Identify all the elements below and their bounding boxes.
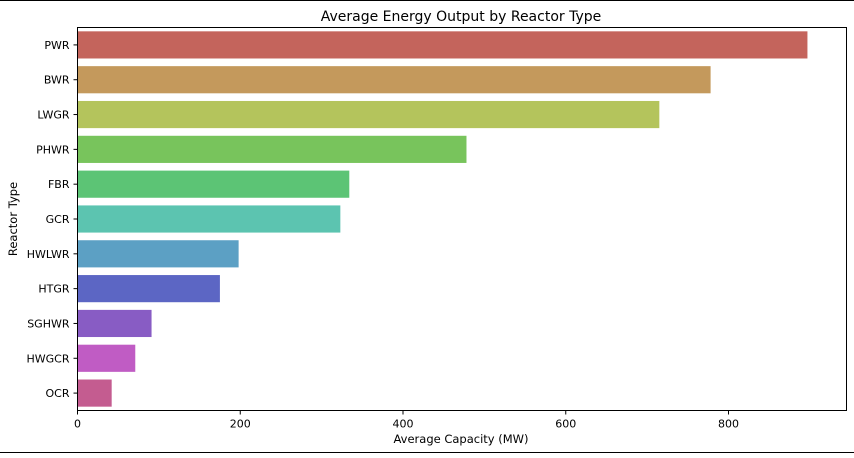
y-tick-label: BWR bbox=[44, 74, 70, 87]
x-tick-label: 0 bbox=[74, 418, 81, 431]
bar-bwr bbox=[77, 66, 711, 94]
y-tick-label: LWGR bbox=[37, 109, 70, 122]
x-tick-label: 600 bbox=[555, 418, 576, 431]
y-tick-label: HWLWR bbox=[27, 248, 70, 261]
y-tick-label: HWGCR bbox=[27, 352, 70, 365]
y-axis-label: Reactor Type bbox=[6, 182, 20, 256]
bar-lwgr bbox=[77, 100, 660, 129]
x-tick-label: 400 bbox=[393, 418, 414, 431]
plot-frame bbox=[77, 27, 847, 411]
bar-hwgcr bbox=[77, 344, 136, 372]
y-tick-label: PHWR bbox=[36, 143, 70, 156]
y-tick-label: OCR bbox=[46, 387, 70, 400]
y-tick-label: FBR bbox=[48, 178, 70, 191]
chart-title: Average Energy Output by Reactor Type bbox=[321, 9, 602, 25]
bar-gcr bbox=[77, 205, 341, 233]
bar-phwr bbox=[77, 135, 467, 163]
y-tick-label: GCR bbox=[46, 213, 70, 226]
bar-sghwr bbox=[77, 309, 152, 338]
x-tick-label: 800 bbox=[718, 418, 739, 431]
bar-ocr bbox=[77, 379, 112, 407]
y-tick-label: HTGR bbox=[38, 283, 70, 296]
bar-htgr bbox=[77, 275, 220, 303]
ticks-layer: PWR BWR LWGR PHWR FBR GCR HWLWR HTGR SGHWR HWGCR O… bbox=[27, 39, 740, 431]
y-tick-label: SGHWR bbox=[27, 317, 70, 330]
bar-pwr bbox=[77, 31, 808, 59]
bar-hwlwr bbox=[77, 240, 239, 268]
bar-fbr bbox=[77, 170, 350, 198]
bottom-border-line bbox=[0, 452, 854, 453]
y-tick-label: PWR bbox=[44, 39, 70, 52]
x-tick-label: 200 bbox=[230, 418, 251, 431]
x-axis-label: Average Capacity (MW) bbox=[393, 432, 528, 446]
top-border-line bbox=[0, 0, 854, 1]
bars-layer bbox=[77, 31, 808, 407]
